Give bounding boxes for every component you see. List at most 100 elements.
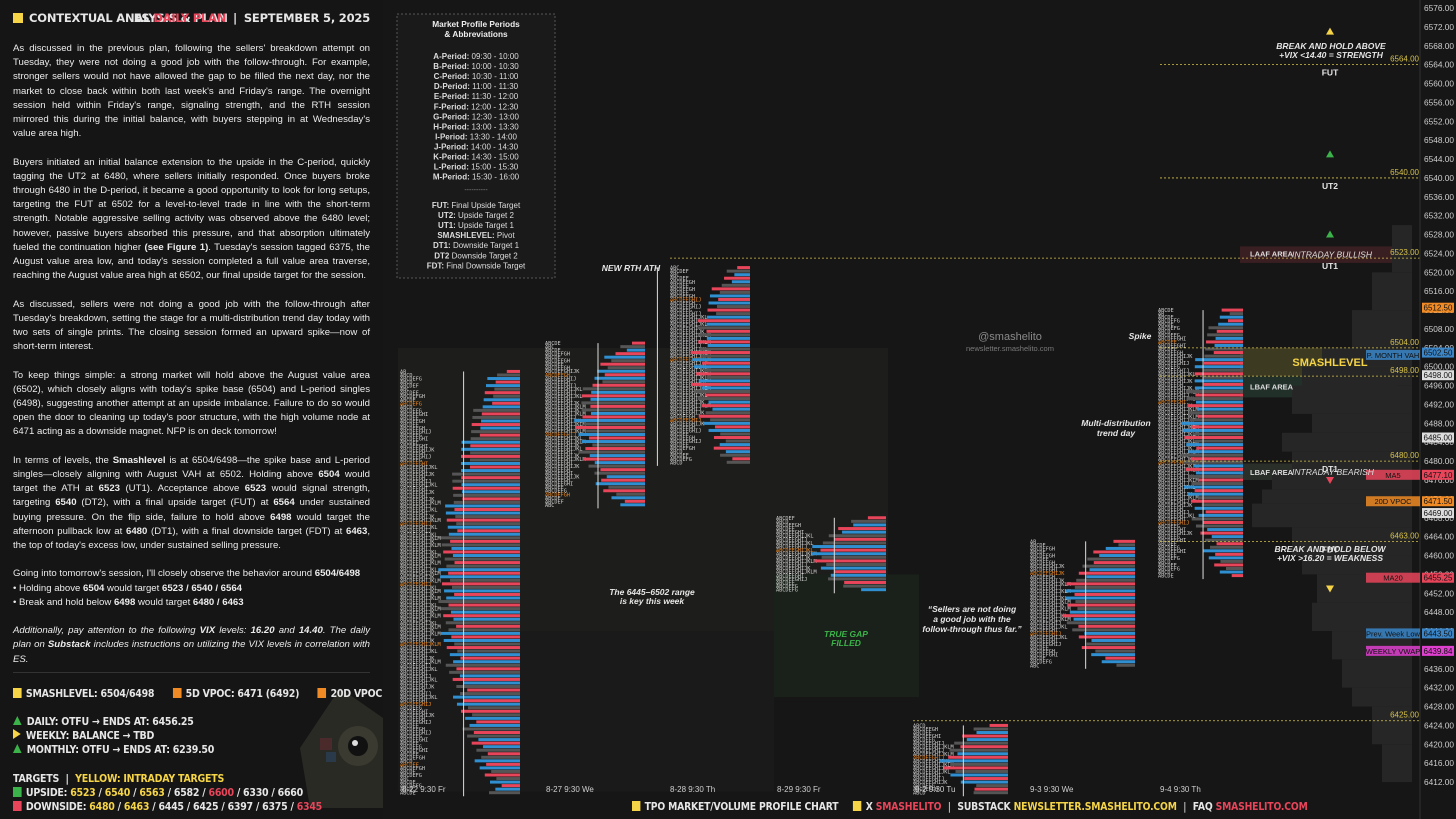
- tpo-row: ABCDEF: [400, 762, 419, 768]
- tpo-row: ABC: [400, 777, 409, 783]
- volume-bar: [1194, 386, 1243, 390]
- volume-bar: [480, 426, 520, 430]
- tpo-row: ABCDEF: [776, 580, 795, 586]
- level-name: FDT: [1322, 544, 1339, 554]
- tpo-row: ABCDEFG: [670, 457, 692, 463]
- volume-bar: [594, 376, 645, 380]
- period-row: F-Period: 12:00 - 12:30: [434, 102, 519, 111]
- tpo-row: ABCDEFGHIJK: [400, 539, 435, 545]
- volume-bar: [479, 766, 520, 770]
- tpo-row: ABCDEF: [913, 731, 932, 737]
- tpo-row: ABCDEFGHIJK: [913, 780, 948, 786]
- tpo-row: ABCDEFGHIJK: [400, 447, 435, 453]
- volume-bar: [449, 670, 520, 674]
- volume-bar: [709, 294, 750, 298]
- volume-bar: [448, 628, 520, 632]
- tpo-row: ABCDEFGHIJKLM: [545, 411, 586, 417]
- target-value: 6463: [123, 800, 150, 813]
- upside-values: 6523 / 6540 / 6563 / 6582 / 6600 / 6330 …: [70, 786, 303, 799]
- volume-bar: [456, 624, 520, 628]
- break-below-note: +VIX >16.20 = WEAKNESS: [1277, 553, 1383, 563]
- level-name: UT2: [1322, 181, 1338, 191]
- volume-bar: [716, 305, 750, 309]
- p7-e: and: [274, 625, 299, 637]
- volume-bar: [456, 522, 520, 526]
- tpo-row: ABCDEF: [670, 283, 689, 289]
- volume-bar: [467, 706, 520, 710]
- tpo-row: ABCDEFGHIJK: [1158, 503, 1193, 509]
- volume-bar: [820, 548, 886, 552]
- tpo-row: ABCDEFG: [400, 458, 422, 464]
- volume-bar: [590, 397, 645, 401]
- tpo-row: ABCDEFGHIJKLM: [1158, 407, 1199, 413]
- tpo-row: ABCDEFGHIJKLM: [400, 596, 441, 602]
- tpo-row: ABCDEFGHIJKL: [400, 568, 437, 574]
- volume-bar: [1093, 550, 1135, 554]
- header-date-group: ES DAILY PLAN | SEPTEMBER 5, 2025: [134, 11, 370, 25]
- tpo-row: ABCDE: [545, 341, 561, 347]
- volume-bar: [697, 326, 750, 330]
- tpo-row: ABCDEFG: [1158, 319, 1180, 325]
- tpo-row: ABCDEFGHIJKL: [400, 550, 437, 556]
- volume-bar: [450, 610, 520, 614]
- tpo-row: ABCDEFGH: [400, 716, 425, 722]
- plan-date: SEPTEMBER 5, 2025: [243, 11, 370, 25]
- tpo-row: ABCDEFGHIJK: [545, 401, 580, 407]
- price-tick: 6448.00: [1424, 607, 1454, 617]
- volume-bar: [495, 787, 520, 791]
- price-tick: 6568.00: [1424, 41, 1454, 51]
- right-label-box: [1366, 469, 1420, 480]
- price-tag-label: 6512.50: [1424, 304, 1453, 313]
- tpo-row: ABCD: [670, 450, 683, 456]
- abbr-row: UT2: Upside Target 2: [438, 211, 514, 220]
- tpo-row: ABCDEFGHIJKLM: [545, 440, 586, 446]
- volume-bar: [1205, 347, 1243, 351]
- p6-a: Going into tomorrow's session, I'll clos…: [13, 568, 315, 580]
- volume-bar: [449, 653, 520, 657]
- volume-bar: [496, 777, 520, 781]
- volume-bar: [962, 734, 1008, 738]
- periods-title: & Abbreviations: [444, 29, 508, 39]
- volume-bar: [440, 607, 520, 611]
- volume-bar: [581, 440, 645, 444]
- tpo-row: ABCDEFGHIJKL: [400, 525, 437, 531]
- volume-bar: [700, 354, 750, 358]
- tpo-row: ABCDE: [400, 791, 416, 797]
- tpo-row: ABCDEFGHIJKL: [1158, 439, 1195, 445]
- volume-bar: [473, 731, 520, 735]
- substack-link[interactable]: NEWSLETTER.SMASHELITO.COM: [1013, 800, 1177, 813]
- tpo-row: ABCDEFG: [1158, 567, 1180, 573]
- price-tick: 6524.00: [1424, 248, 1454, 258]
- faq-link[interactable]: SMASHELITO.COM: [1215, 800, 1308, 813]
- tpo-row: ABCDEFGHIJ: [670, 305, 701, 311]
- tpo-row: ABCDEFG: [1158, 556, 1180, 562]
- volume-bar: [448, 571, 520, 575]
- volume-bar: [478, 738, 520, 742]
- volume-bar: [828, 534, 886, 538]
- volume-bar: [1219, 570, 1243, 574]
- volume-bar: [606, 475, 645, 479]
- volume-bar: [1091, 638, 1135, 642]
- volume-bar: [604, 355, 645, 359]
- volume-bar: [718, 297, 750, 301]
- volume-bar: [964, 777, 1008, 781]
- es-label: ES: [133, 11, 150, 25]
- tpo-session-8-27: ABCDEABCABCDEABCDEFGHABCDEABCDEFGHABCDEF…: [545, 341, 645, 509]
- volume-bar: [706, 322, 750, 326]
- volume-bar: [1182, 460, 1243, 464]
- price-tick: 6552.00: [1424, 116, 1454, 126]
- tpo-row: ABCDEFGHIJKL: [400, 483, 437, 489]
- legend-daily: DAILY: OTFU → ENDS AT: 6456.25: [13, 715, 194, 728]
- tpo-row: ABCDEFGHIJ: [1158, 471, 1189, 477]
- tpo-row: ABCDEFGHIJKL: [400, 532, 437, 538]
- tpo-row: ABCDEFGHIJKLM: [400, 536, 441, 542]
- volume-bar: [726, 269, 750, 273]
- tpo-row: ABCDEFGH: [913, 787, 938, 793]
- x-handle-link[interactable]: SMASHELITO: [875, 800, 942, 813]
- volume-bar: [460, 461, 520, 465]
- tpo-row: ABCDEFGHIJKLM: [400, 561, 441, 567]
- tpo-row: ABCDEFGH: [400, 394, 425, 400]
- b1-b: 6504: [83, 582, 105, 594]
- tpo-row: ABCDEFGH: [670, 436, 695, 442]
- volume-bar: [822, 541, 886, 545]
